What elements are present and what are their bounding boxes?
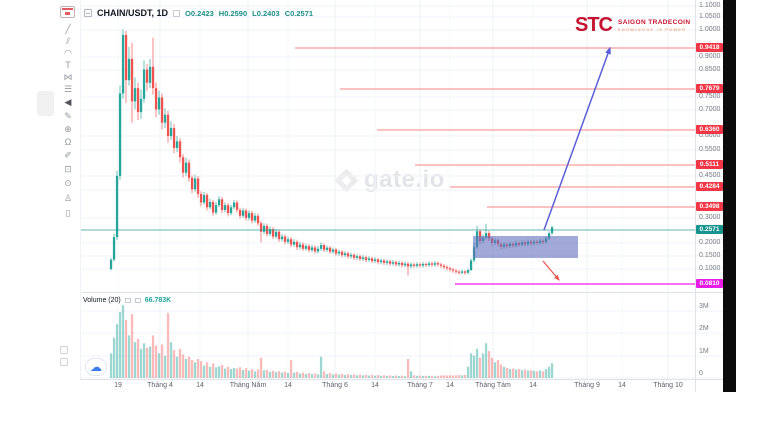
price-tick-label: 0.7000 bbox=[699, 106, 721, 113]
magnet-tool[interactable]: Ω bbox=[64, 137, 72, 147]
trash-tool[interactable]: ▯ bbox=[65, 208, 71, 218]
price-tick-label: 1.0500 bbox=[699, 13, 721, 20]
pattern-tool[interactable]: ◠ bbox=[64, 48, 72, 58]
time-label: Tháng 6 bbox=[322, 382, 348, 389]
price-tick-label: 1.1000 bbox=[699, 2, 721, 9]
ohlc-open: O0.2423 bbox=[185, 8, 214, 18]
projection-up-arrow bbox=[543, 46, 611, 231]
price-tick-label: 0.8500 bbox=[699, 66, 721, 73]
stc-tagline: KNOWLEDGE IS POWER bbox=[618, 28, 687, 32]
pane-separator[interactable] bbox=[80, 292, 723, 293]
volume-tick-label: 1M bbox=[699, 348, 709, 355]
time-label: 19 bbox=[114, 382, 122, 389]
price-tick-label: 0.3000 bbox=[699, 214, 721, 221]
drawing-toolbar: ╱ ⫽ ◠ T ⋈ ☰ ◀ ✎ ⊕ Ω ✐ ⊡ ⊙ ♙ ▯ bbox=[56, 0, 80, 392]
grid bbox=[80, 0, 723, 379]
pane-collapse-button[interactable] bbox=[60, 346, 68, 354]
price-badge: 0.3498 bbox=[696, 202, 723, 211]
price-badge: 0.4284 bbox=[696, 182, 723, 191]
volume-tick-label: 3M bbox=[699, 303, 709, 310]
xabcd-pattern-tool[interactable]: ⋈ bbox=[63, 72, 73, 82]
price-badge: 0.9418 bbox=[696, 43, 723, 52]
time-label: 14 bbox=[284, 382, 292, 389]
price-tick-label: 0.9000 bbox=[699, 53, 721, 60]
time-label: Tháng 4 bbox=[147, 382, 173, 389]
gateio-watermark: gate.io bbox=[334, 166, 445, 194]
price-tick-label: 0.6000 bbox=[699, 132, 721, 139]
ohlc-low: L0.2403 bbox=[252, 8, 280, 18]
volume-tick-label: 0 bbox=[699, 370, 703, 377]
ohlc-toggle-icon[interactable] bbox=[173, 9, 181, 17]
eye-tool[interactable]: ⊙ bbox=[64, 178, 72, 188]
price-badge: 0.6360 bbox=[696, 125, 723, 134]
volume-series bbox=[109, 305, 554, 378]
time-label: Tháng Năm bbox=[229, 382, 267, 389]
faint-margin-logo bbox=[37, 91, 54, 116]
time-label: 14 bbox=[446, 382, 454, 389]
stc-logo-mark: STC bbox=[575, 14, 613, 36]
price-tick-label: 0.5500 bbox=[699, 146, 721, 153]
drawing-set-tool[interactable]: ✐ bbox=[64, 150, 72, 160]
price-tick-label: 0.4500 bbox=[699, 172, 721, 179]
time-label: 14 bbox=[529, 382, 537, 389]
zoom-in-tool[interactable]: ⊕ bbox=[64, 124, 72, 134]
lock-tool[interactable]: ⊡ bbox=[64, 164, 72, 174]
consolidation-box bbox=[473, 236, 578, 258]
price-tick-label: 0.2000 bbox=[699, 239, 721, 246]
right-black-strip bbox=[723, 0, 736, 392]
text-tool[interactable]: T bbox=[65, 60, 71, 70]
volume-tick-label: 2M bbox=[699, 325, 709, 332]
time-label: Tháng Tám bbox=[475, 382, 511, 389]
time-label: 14 bbox=[371, 382, 379, 389]
chart-header: CHAIN/USDT, 1D O0.2423 H0.2590 L0.2403 C… bbox=[84, 7, 313, 19]
breakdown-arrow bbox=[542, 260, 560, 281]
back-arrow-tool[interactable]: ◀ bbox=[64, 97, 72, 107]
price-tick-label: 0.1500 bbox=[699, 252, 721, 259]
ohlc-close: C0.2571 bbox=[284, 8, 314, 18]
stc-logo: STC SAIGON TRADECOIN KNOWLEDGE IS POWER bbox=[575, 14, 691, 36]
time-label: 14 bbox=[618, 382, 626, 389]
stc-brand-name: SAIGON TRADECOIN bbox=[618, 19, 691, 26]
volume-indicator-label[interactable]: Volume (20) bbox=[83, 297, 121, 304]
price-badge: 0.2571 bbox=[696, 225, 723, 234]
price-lines bbox=[80, 229, 697, 285]
resistance-lines bbox=[295, 47, 697, 208]
volume-settings-icon[interactable] bbox=[134, 298, 141, 303]
time-label: 14 bbox=[196, 382, 204, 389]
symbol-icon[interactable] bbox=[84, 9, 92, 17]
gateio-watermark-text: gate.io bbox=[364, 166, 445, 193]
pane-expand-button[interactable] bbox=[60, 358, 68, 366]
price-tick-label: 0.1000 bbox=[699, 265, 721, 272]
volume-value: 66.783K bbox=[144, 297, 172, 304]
object-tree-tool[interactable]: ♙ bbox=[63, 193, 73, 203]
plot-left-border bbox=[80, 0, 81, 379]
time-axis-separator bbox=[80, 379, 723, 380]
time-label: Tháng 7 bbox=[407, 382, 433, 389]
ohlc-high: H0.2590 bbox=[218, 8, 248, 18]
price-badge: 0.7679 bbox=[696, 84, 723, 93]
brush-tool[interactable]: ✎ bbox=[64, 111, 72, 121]
price-tick-label: 0.7500 bbox=[699, 93, 721, 100]
price-badge: 0.5111 bbox=[696, 160, 723, 169]
trend-line-tool[interactable]: ╱ bbox=[65, 24, 71, 34]
prediction-tool[interactable]: ☰ bbox=[63, 84, 73, 94]
price-badge: 0.0810 bbox=[696, 279, 723, 288]
symbol-title[interactable]: CHAIN/USDT, 1D bbox=[97, 8, 169, 18]
volume-eye-icon[interactable] bbox=[124, 298, 131, 303]
time-label: Tháng 9 bbox=[574, 382, 600, 389]
cursor-tool[interactable] bbox=[60, 6, 75, 18]
price-axis-border bbox=[695, 0, 696, 392]
volume-header: Volume (20) 66.783K bbox=[83, 296, 171, 305]
fib-retracement-tool[interactable]: ⫽ bbox=[65, 36, 70, 46]
time-label: Tháng 10 bbox=[653, 382, 683, 389]
cloud-sync-button[interactable]: ☁ bbox=[85, 358, 107, 376]
annotation-arrows bbox=[542, 46, 611, 281]
price-tick-label: 1.0000 bbox=[699, 26, 721, 33]
